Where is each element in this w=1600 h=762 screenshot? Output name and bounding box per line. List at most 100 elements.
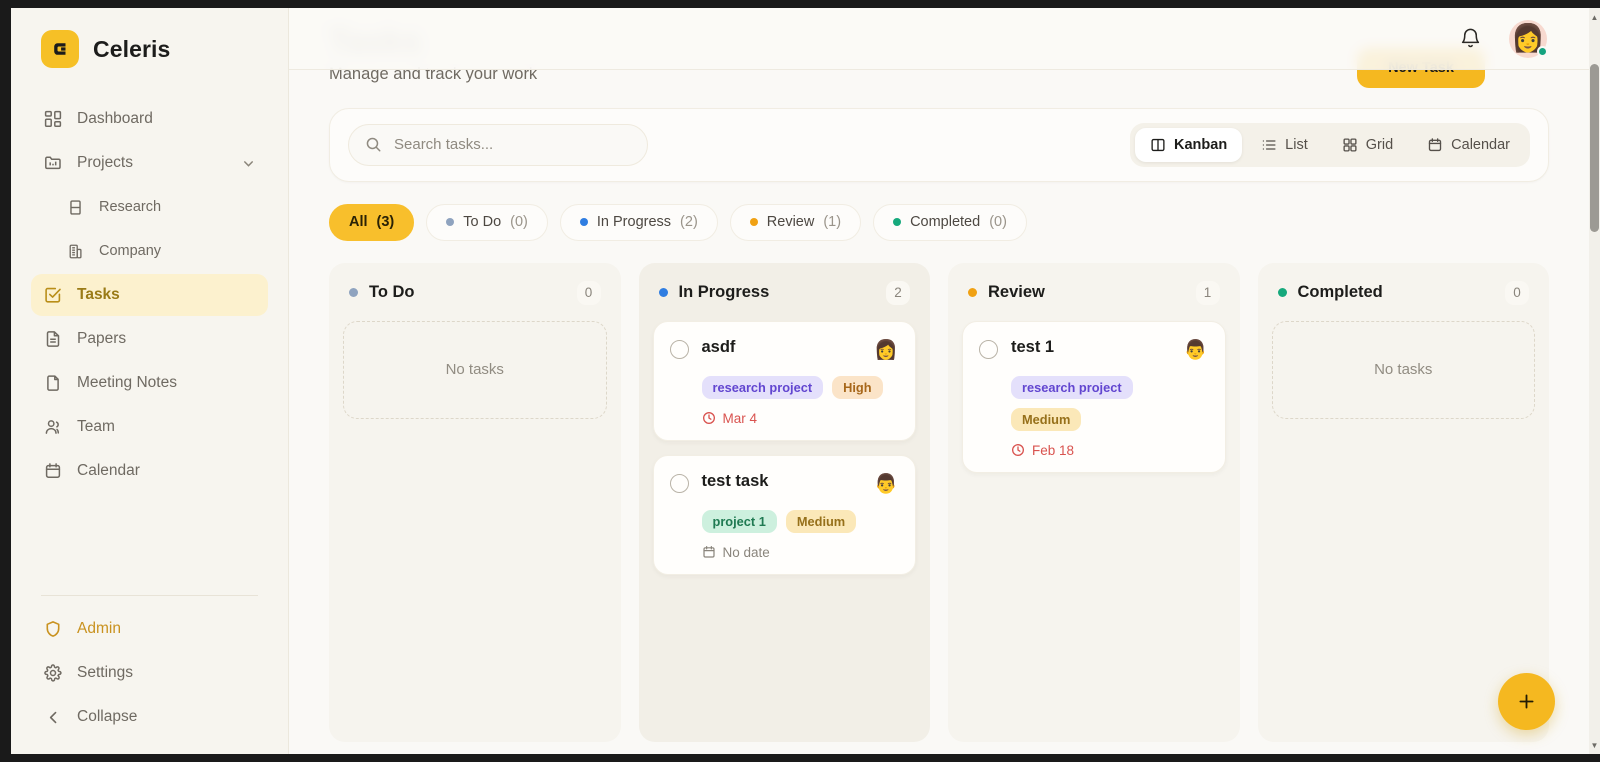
task-card-header: test 1 👨	[979, 338, 1209, 364]
kanban-board: To Do 0 No tasks In Progress 2 asdf 👩 research …	[289, 241, 1589, 742]
chevron-down-icon[interactable]	[241, 156, 256, 171]
view-button-label: Grid	[1365, 136, 1394, 153]
shield-icon	[43, 619, 63, 639]
view-button-grid[interactable]: Grid	[1327, 128, 1408, 162]
sidebar-item-tasks[interactable]: Tasks	[31, 274, 268, 316]
sidebar-item-admin[interactable]: Admin	[31, 608, 268, 650]
task-tag[interactable]: research project	[701, 375, 824, 399]
column-count: 0	[576, 280, 601, 305]
assignee-avatar[interactable]: 👩	[874, 340, 898, 362]
filter-pill-completed[interactable]: Completed (0)	[873, 203, 1027, 241]
task-due-date: No date	[702, 545, 900, 560]
sidebar-item-dashboard[interactable]: Dashboard	[31, 98, 268, 140]
view-button-list[interactable]: List	[1246, 128, 1323, 162]
task-tag[interactable]: research project	[1011, 375, 1133, 399]
sidebar-item-label: Team	[77, 418, 115, 435]
sidebar-item-projects[interactable]: Projects	[31, 142, 268, 184]
kanban-columns-icon	[1150, 137, 1166, 153]
user-menu[interactable]: 👩	[1509, 19, 1548, 58]
grid-icon	[1342, 137, 1358, 153]
sidebar-item-calendar[interactable]: Calendar	[31, 450, 268, 492]
task-tag[interactable]: High	[832, 375, 883, 399]
task-due-label: Mar 4	[722, 410, 758, 426]
task-card[interactable]: test 1 👨 research project Medium Feb 18	[962, 320, 1226, 473]
sidebar-collapse-button[interactable]: Collapse	[31, 696, 268, 738]
task-due-label: Feb 18	[1032, 442, 1075, 458]
kanban-column: To Do 0 No tasks	[329, 262, 621, 742]
add-task-fab[interactable]	[1498, 673, 1555, 730]
search-icon	[365, 136, 382, 153]
assignee-avatar[interactable]: 👨	[874, 474, 898, 496]
task-card-header: asdf 👩	[669, 337, 900, 364]
toolbar: Kanban List	[329, 107, 1549, 182]
view-button-label: Calendar	[1451, 136, 1510, 153]
sidebar-item-label: Dashboard	[77, 110, 153, 127]
task-complete-checkbox[interactable]	[669, 339, 689, 359]
filter-pill-in-progress[interactable]: In Progress (2)	[559, 203, 718, 241]
column-header: Review 1	[962, 279, 1226, 321]
search-input[interactable]	[394, 136, 631, 154]
task-complete-checkbox[interactable]	[669, 473, 689, 493]
filter-label: In Progress	[596, 214, 672, 231]
assignee-avatar[interactable]: 👨	[1183, 340, 1208, 362]
window-chrome-bottom	[0, 754, 1600, 762]
status-dot	[446, 218, 455, 227]
filter-count: (0)	[510, 214, 528, 231]
filter-count: (3)	[376, 214, 395, 231]
dashboard-grid-icon	[43, 109, 63, 129]
scrollbar-thumb[interactable]	[1590, 64, 1599, 232]
list-icon	[1261, 137, 1277, 153]
sidebar-item-research[interactable]: Research	[31, 186, 268, 228]
task-tag[interactable]: Medium	[1011, 407, 1082, 431]
task-tags: research project Medium	[1011, 375, 1209, 431]
view-button-calendar[interactable]: Calendar	[1412, 128, 1525, 162]
column-title: Review	[988, 283, 1045, 302]
filter-count: (0)	[989, 214, 1007, 231]
search-box[interactable]	[348, 123, 648, 166]
status-dot	[968, 288, 977, 298]
kanban-column: Completed 0 No tasks	[1257, 262, 1549, 742]
task-due-date: Mar 4	[702, 411, 900, 426]
task-title: asdf	[701, 337, 736, 356]
task-title: test 1	[1011, 337, 1055, 356]
filter-pill-todo[interactable]: To Do (0)	[426, 203, 548, 241]
sidebar-item-meeting-notes[interactable]: Meeting Notes	[31, 362, 268, 404]
filter-pill-all[interactable]: All (3)	[329, 203, 415, 241]
column-title: To Do	[369, 283, 415, 302]
scroll-up-arrow[interactable]: ▲	[1590, 12, 1599, 22]
filter-count: (1)	[823, 214, 842, 231]
calendar-icon	[1427, 137, 1443, 153]
task-card[interactable]: test task 👨 project 1 Medium No date	[652, 454, 916, 575]
column-header: To Do 0	[343, 279, 607, 321]
task-complete-checkbox[interactable]	[979, 339, 998, 359]
users-icon	[43, 417, 63, 437]
brand[interactable]: Celeris	[31, 8, 268, 98]
task-tag[interactable]: project 1	[701, 509, 777, 533]
task-card[interactable]: asdf 👩 research project High Mar 4	[652, 320, 916, 441]
view-button-kanban[interactable]: Kanban	[1135, 127, 1243, 162]
scroll-down-arrow[interactable]: ▼	[1590, 740, 1599, 750]
status-dot	[349, 288, 358, 298]
sidebar-item-settings[interactable]: Settings	[31, 652, 268, 694]
app-logo-icon	[41, 30, 79, 68]
notifications-bell-icon[interactable]	[1459, 27, 1483, 51]
empty-column-placeholder: No tasks	[1271, 320, 1535, 419]
sidebar-item-label: Tasks	[77, 286, 120, 303]
task-tags: project 1 Medium	[701, 509, 900, 533]
sidebar-item-label: Calendar	[77, 462, 140, 479]
sidebar-item-team[interactable]: Team	[31, 406, 268, 448]
online-status-dot	[1537, 45, 1548, 57]
task-title: test task	[701, 471, 769, 490]
task-tag[interactable]: Medium	[785, 509, 857, 533]
column-header: Completed 0	[1272, 279, 1536, 321]
sidebar-item-company[interactable]: Company	[31, 230, 268, 272]
building-icon	[65, 241, 85, 261]
sidebar-item-label: Papers	[77, 330, 127, 347]
sidebar-item-papers[interactable]: Papers	[31, 318, 268, 360]
filter-pill-review[interactable]: Review (1)	[729, 203, 862, 241]
column-title: Completed	[1297, 283, 1383, 302]
column-count: 2	[886, 280, 910, 305]
page-scrollbar[interactable]: ▲ ▼	[1589, 8, 1600, 754]
empty-column-placeholder: No tasks	[343, 320, 607, 419]
